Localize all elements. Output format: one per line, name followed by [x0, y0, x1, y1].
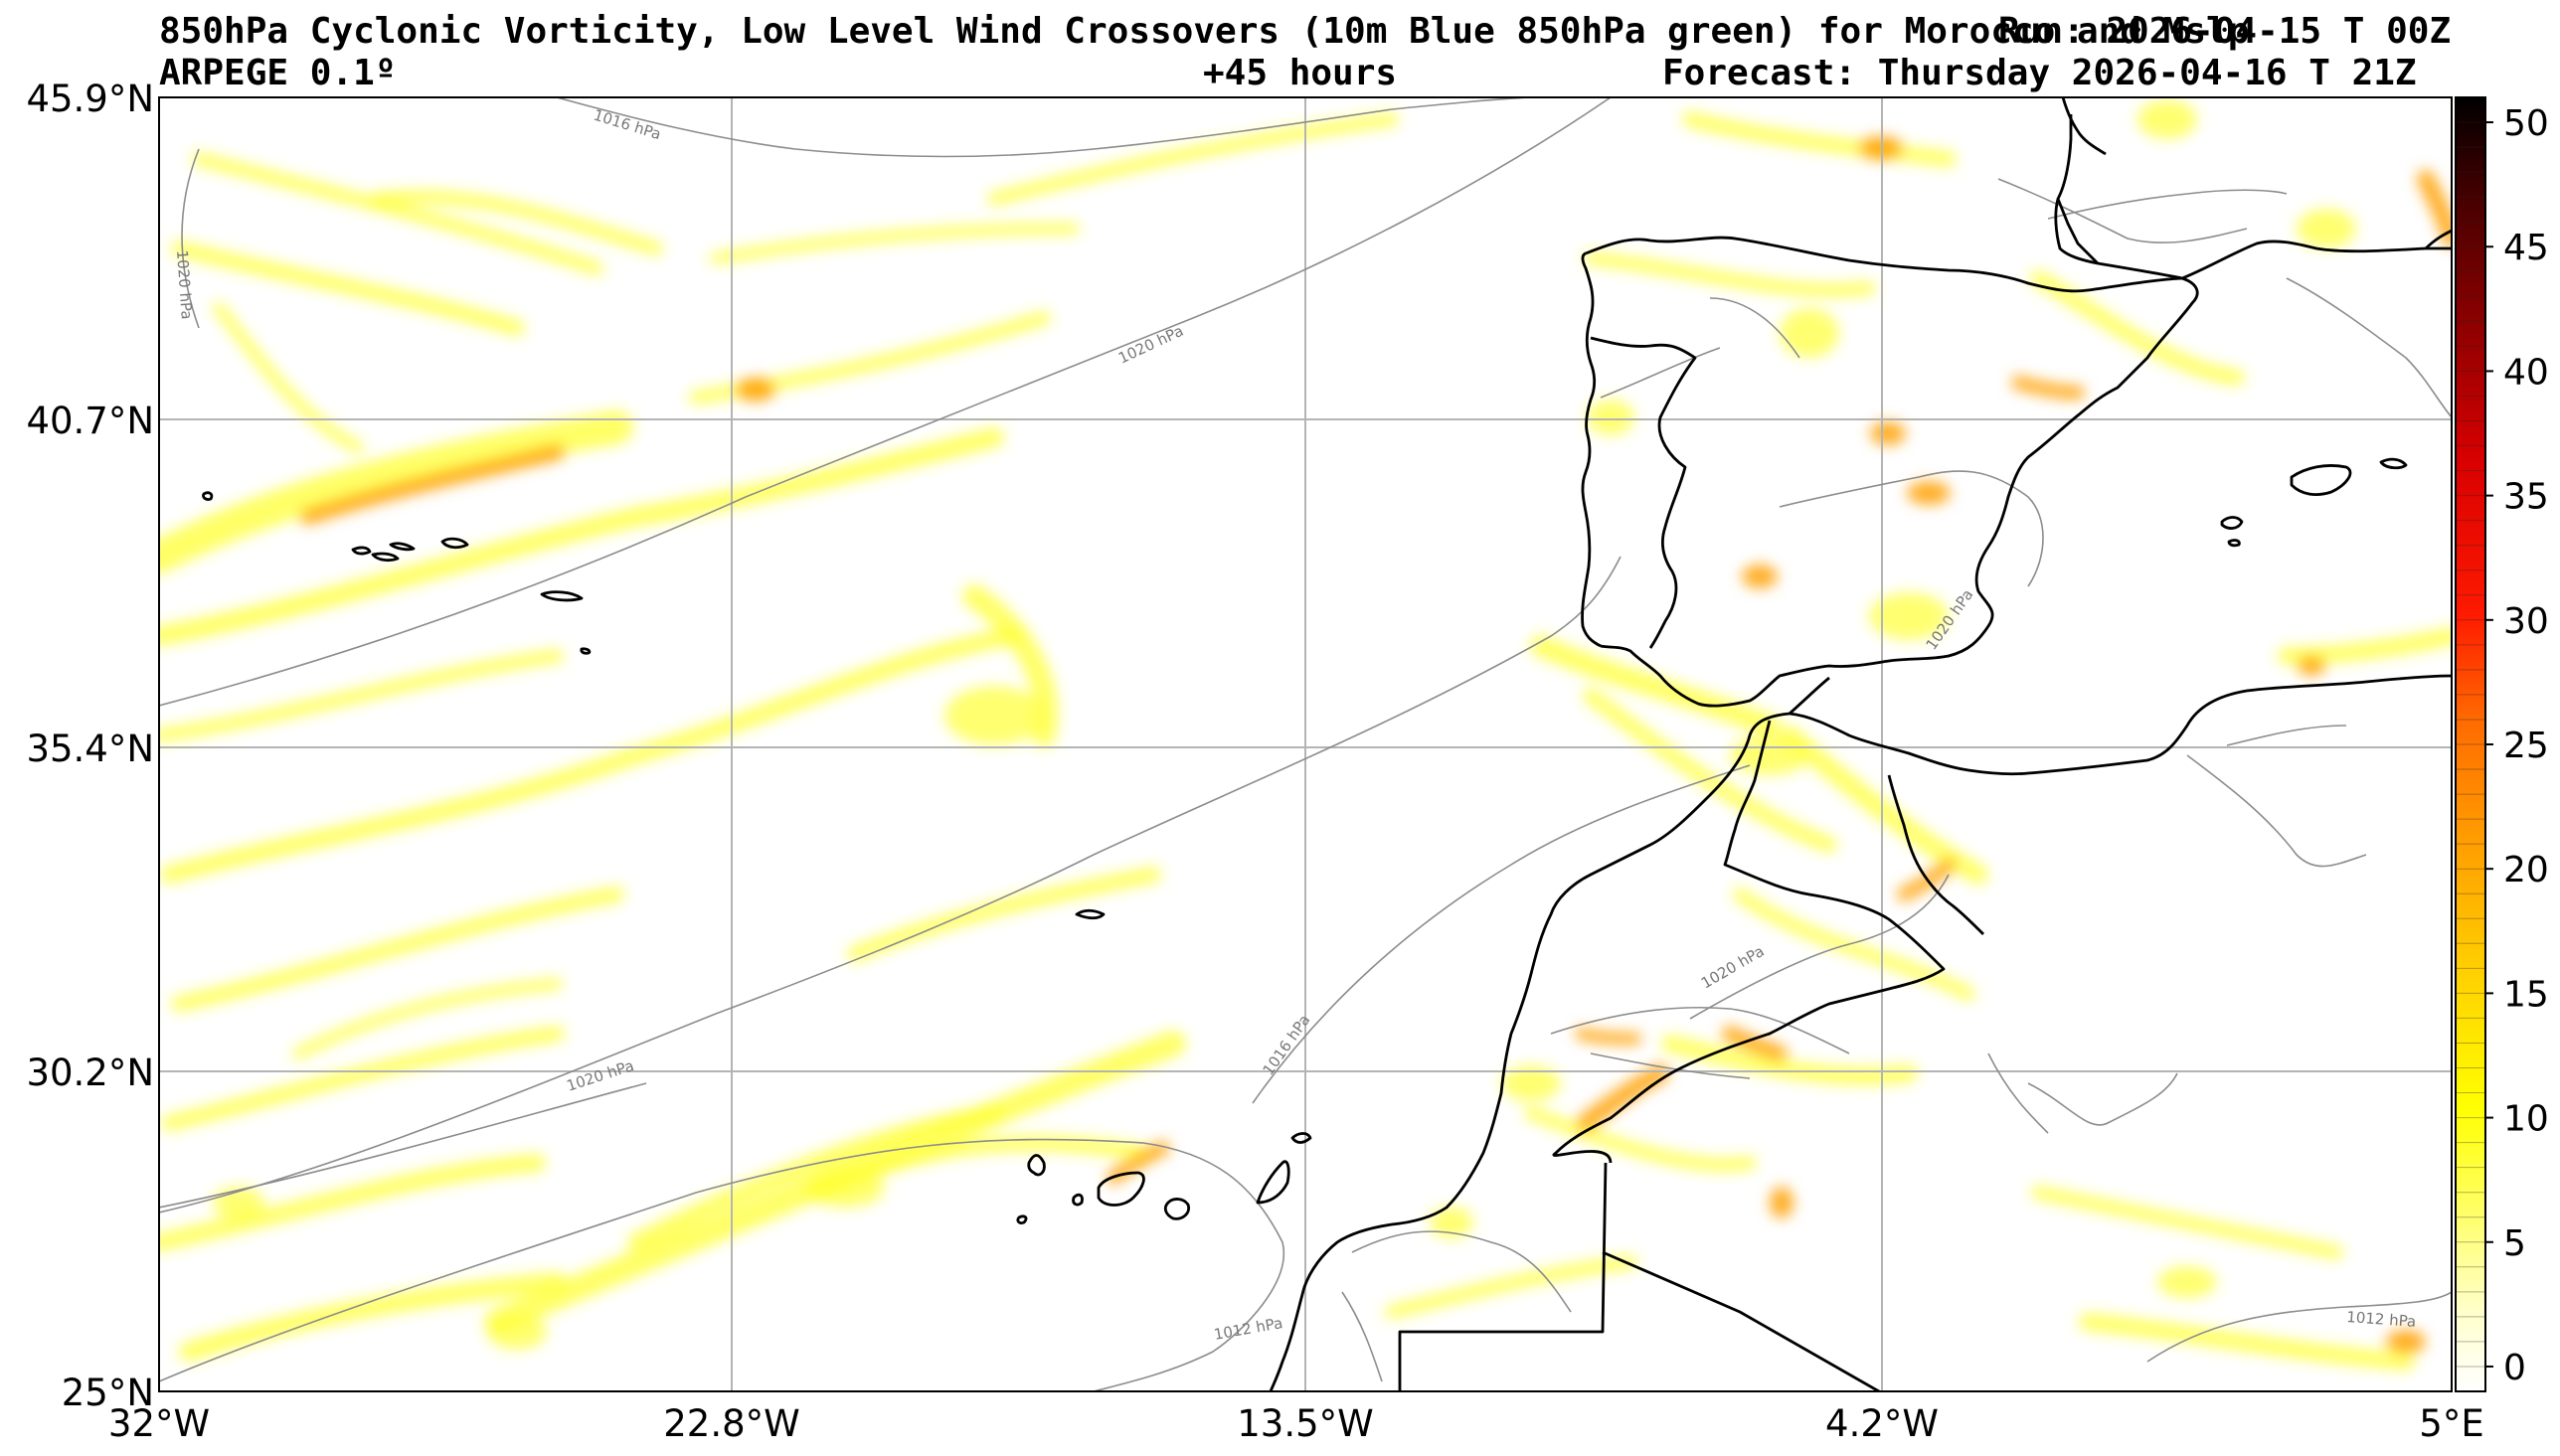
- lead-time: +45 hours: [1203, 53, 1398, 93]
- colorbar-tick-label: 15: [2503, 974, 2549, 1015]
- run-time: Run: 2026-04-15 T 00Z: [1998, 11, 2452, 52]
- colorbar-tick-label: 30: [2503, 601, 2549, 642]
- isobar-label: 1020 hPa: [173, 249, 196, 320]
- colorbar-tick-label: 25: [2503, 726, 2549, 766]
- map-title: 850hPa Cyclonic Vorticity, Low Level Win…: [159, 11, 2250, 52]
- colorbar-tick-label: 40: [2503, 352, 2549, 393]
- lon-label: 4.2°W: [1825, 1402, 1939, 1445]
- map-border: [158, 96, 2453, 1392]
- colorbar-tick-label: 45: [2503, 228, 2549, 268]
- colorbar-tick-label: 10: [2503, 1099, 2549, 1140]
- colorbar-ticks: 0 5 10 15 20 25 30 35 40 45 50: [2485, 103, 2549, 1388]
- lat-label: 30.2°N: [26, 1052, 154, 1094]
- lon-label: 13.5°W: [1237, 1402, 1373, 1445]
- lon-label: 22.8°W: [663, 1402, 799, 1445]
- lat-label: 40.7°N: [26, 400, 154, 442]
- colorbar-tick-label: 50: [2503, 103, 2549, 144]
- lat-label: 35.4°N: [26, 728, 154, 770]
- lat-label: 25°N: [62, 1372, 154, 1414]
- isobars: [159, 97, 2452, 1391]
- vorticity-shading: [159, 99, 2452, 1371]
- longitude-axis: 32°W 22.8°W 13.5°W 4.2°W 5°E: [108, 1402, 2484, 1445]
- lon-label: 5°E: [2419, 1402, 2483, 1445]
- latitude-axis: 45.9°N 40.7°N 35.4°N 30.2°N 25°N: [26, 78, 154, 1414]
- colorbar-gradient: [2456, 97, 2485, 1391]
- colorbar-tick-label: 0: [2503, 1348, 2526, 1388]
- colorbar: 0 5 10 15 20 25 30 35 40 45 50: [2455, 96, 2549, 1392]
- forecast-time: Forecast: Thursday 2026-04-16 T 21Z: [1662, 53, 2417, 93]
- graticule: [159, 97, 2452, 1391]
- isobar-label: 1012 hPa: [2346, 1308, 2417, 1331]
- lat-label: 45.9°N: [26, 78, 154, 120]
- model-name: ARPEGE 0.1º: [159, 53, 397, 93]
- coastlines: [202, 97, 2452, 1391]
- colorbar-tick-label: 20: [2503, 850, 2549, 890]
- lon-label: 32°W: [108, 1402, 210, 1445]
- colorbar-tick-label: 35: [2503, 477, 2549, 518]
- colorbar-tick-label: 5: [2503, 1223, 2526, 1264]
